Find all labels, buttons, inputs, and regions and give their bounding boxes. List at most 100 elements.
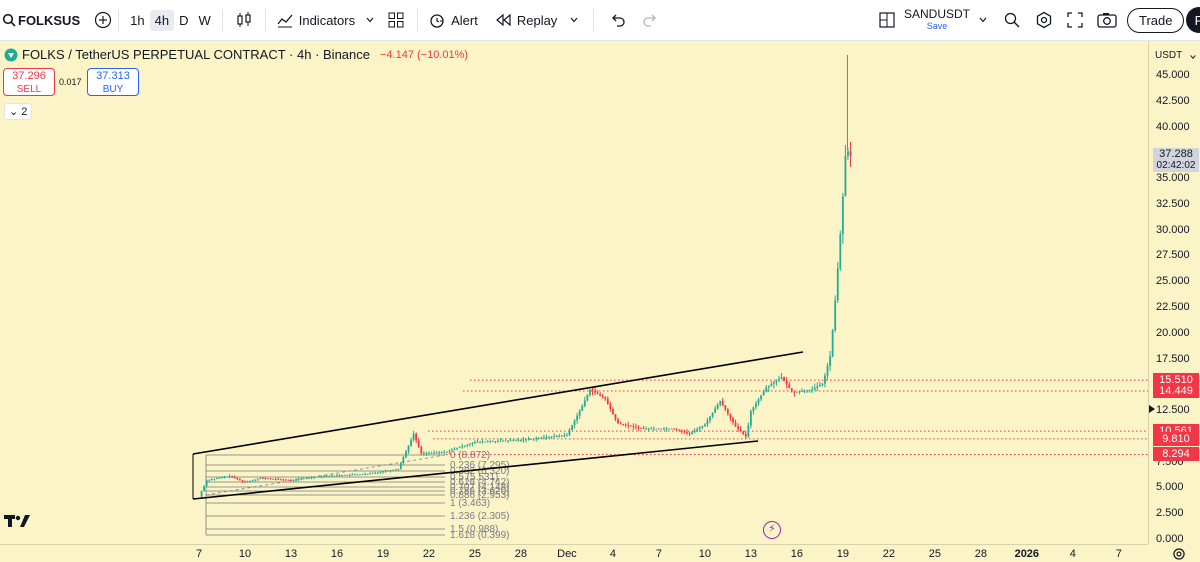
candle-body [721, 400, 724, 406]
trade-button[interactable]: Trade [1127, 7, 1185, 33]
sell-button[interactable]: 37.296 SELL [3, 68, 55, 96]
avatar[interactable]: P [1186, 7, 1200, 33]
candle-body [688, 432, 691, 434]
layout-save-status: Save [926, 21, 948, 31]
settings-button[interactable] [1035, 0, 1053, 41]
candle-body [678, 429, 681, 431]
indicators-collapse-toggle[interactable]: ⌄ 2 [4, 103, 33, 120]
candle-body [749, 411, 752, 426]
candle-body [576, 415, 579, 421]
candle-body [287, 479, 290, 481]
tradingview-logo[interactable] [4, 513, 32, 534]
candle-body [295, 479, 297, 481]
time-axis[interactable]: 7 10 13 16 19 22 25 28 Dec 4 7 10 13 16 19 22 25 28 2026 4 7 [0, 544, 1148, 562]
screenshot-button[interactable] [1097, 0, 1117, 41]
candle-body [330, 475, 333, 477]
chevron-down-icon [979, 17, 987, 23]
replay-label: Replay [516, 12, 558, 28]
fullscreen-button[interactable] [1067, 0, 1083, 41]
interval-1h[interactable]: 1h [130, 12, 145, 28]
candle-body [241, 480, 244, 482]
chart-title[interactable]: FOLKS / TetherUS PERPETUAL CONTRACT · 4h… [22, 47, 370, 62]
buy-button[interactable]: 37.313 BUY [87, 68, 139, 96]
indicators-dropdown[interactable] [359, 0, 381, 41]
candle-body [668, 428, 671, 430]
candle-body [328, 475, 331, 477]
redo-button[interactable] [636, 0, 664, 41]
candle-body [382, 471, 384, 473]
templates-button[interactable] [381, 0, 411, 41]
candle-body [509, 440, 512, 442]
candle-body [663, 428, 665, 430]
price-tick: 40.000 [1156, 120, 1190, 133]
time-tick: 16 [790, 548, 803, 560]
candle-body [213, 478, 216, 480]
candle-body [589, 389, 591, 395]
interval-d[interactable]: D [179, 12, 189, 28]
lower-trendline[interactable] [192, 440, 759, 500]
candle-body [522, 439, 525, 441]
undo-icon [612, 14, 625, 27]
alert-button[interactable]: Alert [424, 0, 482, 41]
chart-type-button[interactable] [229, 0, 259, 41]
indicators-button[interactable]: Indicators [272, 0, 359, 41]
replay-button[interactable]: Replay [492, 0, 561, 41]
exchange-logo-icon [4, 48, 18, 61]
candle-body [410, 439, 412, 446]
candle-body [512, 440, 515, 442]
candle-body [208, 479, 211, 481]
compare-symbol-button[interactable] [94, 0, 112, 41]
time-tick: 28 [974, 548, 987, 560]
quick-search-button[interactable] [1003, 0, 1021, 41]
grid-icon [388, 12, 404, 28]
candle-body [535, 438, 538, 440]
candle-body [711, 412, 714, 417]
trendline-channel[interactable] [192, 351, 804, 500]
fullscreen-icon [1067, 12, 1083, 28]
candle-body [849, 151, 852, 156]
currency-label[interactable]: USDT [1155, 50, 1183, 61]
lightning-icon[interactable]: ⚡ [763, 521, 781, 539]
candle-body [629, 425, 632, 427]
price-chart[interactable]: 0 (8.872)0.236 (7.295)0.382 (6.320)0.5 (… [0, 41, 1148, 544]
candle-body [686, 432, 688, 433]
candle-body [604, 397, 607, 399]
horizontal-levels[interactable] [428, 379, 1148, 455]
search-icon [2, 13, 16, 27]
candle-body [841, 196, 844, 235]
price-tick: 35.000 [1156, 172, 1190, 185]
gear-icon[interactable] [1172, 547, 1186, 561]
alarm-clock-icon [430, 14, 444, 28]
upper-trendline[interactable] [192, 351, 804, 455]
layout-button[interactable]: SANDUSDT Save [878, 0, 988, 41]
fibonacci-retracement[interactable]: 0 (8.872)0.236 (7.295)0.382 (6.320)0.5 (… [205, 450, 510, 541]
fib-level-label: 0.5 (5.531) [450, 472, 498, 483]
time-tick: 13 [744, 548, 757, 560]
candle-body [788, 384, 791, 389]
candle-body [336, 475, 338, 477]
candle-body [826, 365, 829, 376]
candle-body [387, 470, 389, 472]
interval-4h[interactable]: 4h [149, 9, 175, 31]
candle-body [571, 425, 573, 431]
candle-body [371, 473, 374, 474]
candle-body [581, 405, 584, 411]
candle-body [545, 437, 548, 438]
candle-body [305, 478, 308, 479]
candle-body [806, 390, 808, 392]
candle-body [274, 478, 277, 480]
price-axis[interactable]: USDT 45.000 42.500 40.000 35.000 32.500 30.00… [1148, 41, 1200, 545]
candle-body [793, 391, 796, 393]
candle-body [762, 391, 765, 396]
candle-body [246, 481, 249, 483]
trade-wrapper: Trade [1127, 0, 1185, 41]
candle-body [683, 431, 686, 433]
candle-body [504, 440, 507, 442]
undo-button[interactable] [600, 0, 636, 41]
interval-w[interactable]: W [198, 12, 211, 28]
chart-pane[interactable]: 0 (8.872) 0.236 (7.295) 0.382 (6.320) 0.5 (… [0, 41, 1148, 544]
time-tick: 16 [330, 548, 344, 560]
symbol-search[interactable]: FOLKSUS [2, 0, 80, 41]
fib-level-label: 0.236 (7.295) [450, 460, 510, 471]
replay-dropdown[interactable] [561, 0, 587, 41]
